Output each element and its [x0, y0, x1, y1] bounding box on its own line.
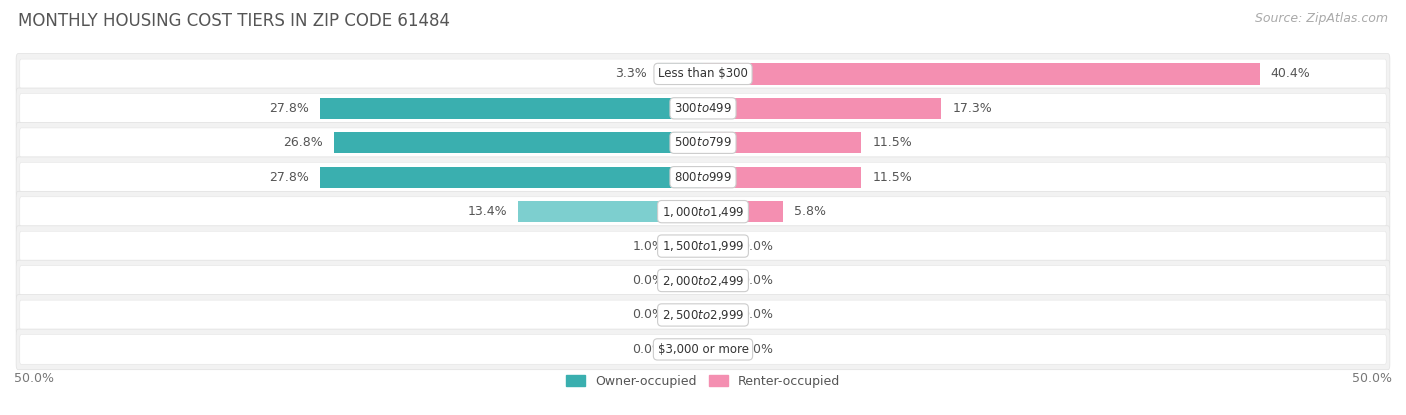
- Text: 27.8%: 27.8%: [269, 171, 309, 184]
- Text: 1.0%: 1.0%: [633, 239, 665, 253]
- FancyBboxPatch shape: [15, 157, 1391, 198]
- Text: Source: ZipAtlas.com: Source: ZipAtlas.com: [1254, 12, 1388, 25]
- Text: 0.0%: 0.0%: [633, 343, 665, 356]
- FancyBboxPatch shape: [20, 128, 1386, 158]
- Bar: [675, 235, 703, 257]
- FancyBboxPatch shape: [20, 197, 1386, 227]
- FancyBboxPatch shape: [20, 93, 1386, 123]
- Text: $300 to $499: $300 to $499: [673, 102, 733, 115]
- Text: 17.3%: 17.3%: [952, 102, 993, 115]
- FancyBboxPatch shape: [15, 226, 1391, 266]
- Text: $1,000 to $1,499: $1,000 to $1,499: [662, 205, 744, 219]
- Text: $2,000 to $2,499: $2,000 to $2,499: [662, 273, 744, 288]
- Bar: [703, 166, 862, 188]
- Text: 13.4%: 13.4%: [468, 205, 508, 218]
- Bar: [703, 304, 731, 326]
- Bar: [519, 201, 703, 222]
- Text: Less than $300: Less than $300: [658, 67, 748, 81]
- Text: $2,500 to $2,999: $2,500 to $2,999: [662, 308, 744, 322]
- Text: 0.0%: 0.0%: [741, 239, 773, 253]
- FancyBboxPatch shape: [15, 88, 1391, 129]
- Bar: [333, 132, 703, 154]
- Bar: [321, 166, 703, 188]
- Bar: [658, 63, 703, 85]
- Bar: [675, 304, 703, 326]
- Text: 26.8%: 26.8%: [283, 136, 323, 149]
- FancyBboxPatch shape: [15, 295, 1391, 335]
- Text: 11.5%: 11.5%: [873, 171, 912, 184]
- Legend: Owner-occupied, Renter-occupied: Owner-occupied, Renter-occupied: [561, 370, 845, 393]
- Text: $1,500 to $1,999: $1,500 to $1,999: [662, 239, 744, 253]
- Bar: [321, 98, 703, 119]
- Text: 0.0%: 0.0%: [633, 274, 665, 287]
- Bar: [703, 63, 1260, 85]
- Bar: [703, 132, 862, 154]
- FancyBboxPatch shape: [20, 300, 1386, 330]
- Text: 0.0%: 0.0%: [633, 308, 665, 322]
- FancyBboxPatch shape: [20, 162, 1386, 192]
- Text: 3.3%: 3.3%: [614, 67, 647, 81]
- Text: MONTHLY HOUSING COST TIERS IN ZIP CODE 61484: MONTHLY HOUSING COST TIERS IN ZIP CODE 6…: [18, 12, 450, 30]
- FancyBboxPatch shape: [15, 260, 1391, 301]
- Bar: [703, 98, 942, 119]
- FancyBboxPatch shape: [20, 59, 1386, 89]
- Bar: [675, 270, 703, 291]
- FancyBboxPatch shape: [15, 191, 1391, 232]
- Text: 50.0%: 50.0%: [14, 372, 53, 385]
- Text: 0.0%: 0.0%: [741, 343, 773, 356]
- Text: 40.4%: 40.4%: [1271, 67, 1310, 81]
- FancyBboxPatch shape: [15, 122, 1391, 163]
- Text: $500 to $799: $500 to $799: [673, 136, 733, 149]
- Text: $3,000 or more: $3,000 or more: [658, 343, 748, 356]
- Text: 5.8%: 5.8%: [794, 205, 825, 218]
- Text: 0.0%: 0.0%: [741, 274, 773, 287]
- Text: 50.0%: 50.0%: [1353, 372, 1392, 385]
- Text: 0.0%: 0.0%: [741, 308, 773, 322]
- Text: 27.8%: 27.8%: [269, 102, 309, 115]
- Text: $800 to $999: $800 to $999: [673, 171, 733, 184]
- FancyBboxPatch shape: [15, 329, 1391, 370]
- FancyBboxPatch shape: [20, 266, 1386, 295]
- Bar: [703, 339, 731, 360]
- Bar: [675, 339, 703, 360]
- Bar: [703, 235, 731, 257]
- Bar: [703, 201, 783, 222]
- FancyBboxPatch shape: [20, 334, 1386, 364]
- Bar: [703, 270, 731, 291]
- FancyBboxPatch shape: [15, 54, 1391, 94]
- FancyBboxPatch shape: [20, 231, 1386, 261]
- Text: 11.5%: 11.5%: [873, 136, 912, 149]
